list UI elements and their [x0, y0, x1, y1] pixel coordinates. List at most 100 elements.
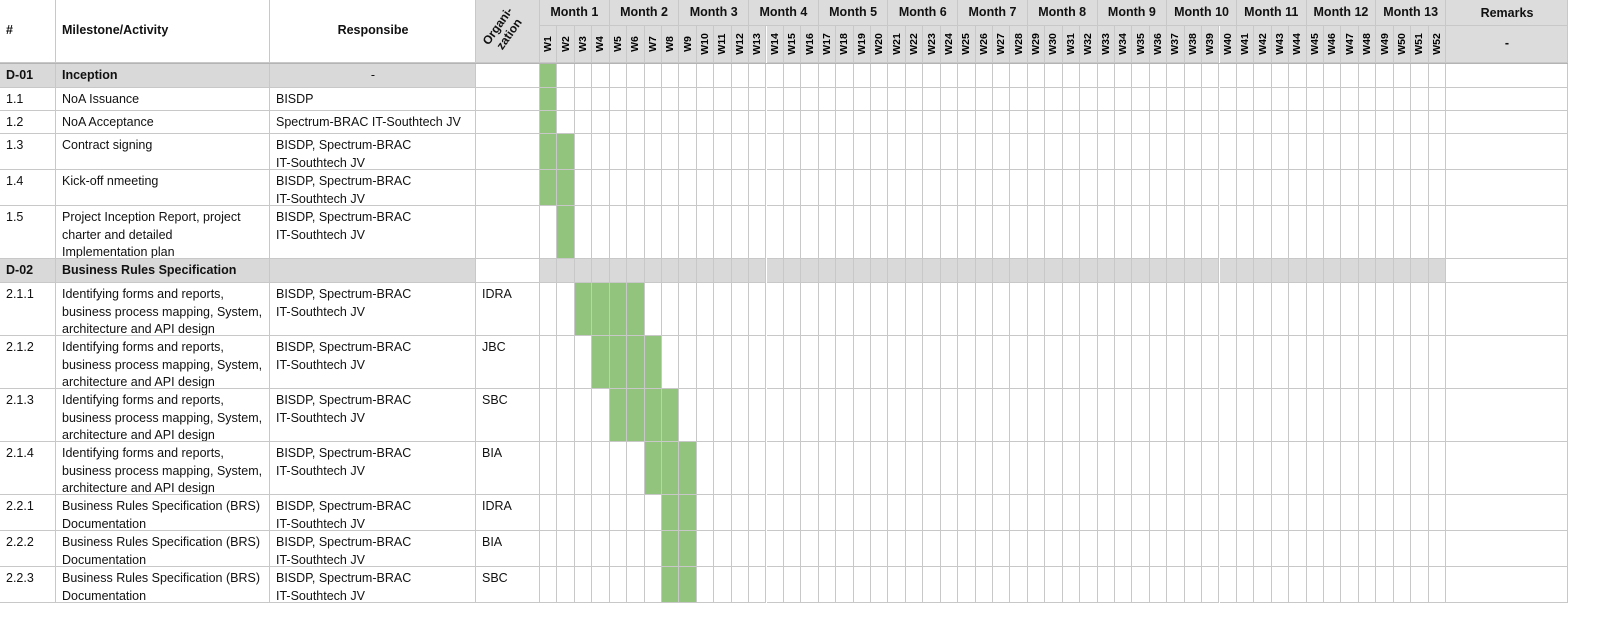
gantt-cell — [993, 259, 1011, 283]
section-row-num: D-02 — [0, 259, 56, 283]
table-row-activity: NoA Acceptance — [56, 111, 270, 134]
week-label: W7 — [646, 36, 659, 52]
gantt-cell — [888, 389, 906, 442]
gantt-cell — [1097, 111, 1115, 134]
gantt-cell — [1306, 170, 1325, 206]
gantt-cell — [853, 389, 872, 442]
month-header: Month 7 — [958, 0, 1028, 26]
gantt-cell — [1184, 206, 1203, 259]
gantt-cell — [1149, 283, 1168, 336]
week-label: W52 — [1430, 33, 1443, 55]
gantt-cell — [818, 111, 837, 134]
gantt-cell — [1428, 111, 1446, 134]
gantt-cell — [1045, 283, 1063, 336]
gantt-cell — [749, 531, 767, 567]
gantt-cell — [1062, 64, 1081, 88]
week-label: W33 — [1099, 33, 1112, 55]
gantt-cell — [1393, 389, 1412, 442]
gantt-cell — [1289, 531, 1307, 567]
gantt-cell — [975, 259, 993, 283]
gantt-cell — [696, 336, 715, 389]
gantt-cell — [1097, 259, 1115, 283]
gantt-cell — [1358, 111, 1377, 134]
gantt-cell — [1306, 88, 1325, 111]
week-label: W32 — [1082, 33, 1095, 55]
gantt-cell — [783, 389, 802, 442]
gantt-cell — [1393, 531, 1412, 567]
gantt-cell — [1271, 88, 1290, 111]
gantt-cell — [871, 336, 889, 389]
table-row-num: 2.2.3 — [0, 567, 56, 603]
gantt-cell — [958, 531, 976, 567]
gantt-cell — [1132, 259, 1150, 283]
gantt-cell — [801, 259, 819, 283]
gantt-cell — [1027, 111, 1046, 134]
gantt-cell — [714, 259, 732, 283]
gantt-cell — [1097, 283, 1115, 336]
gantt-cell — [853, 88, 872, 111]
week-header: W52 — [1428, 26, 1446, 63]
gantt-cell — [888, 206, 906, 259]
table-row-remarks — [1446, 134, 1568, 170]
gantt-cell — [940, 134, 959, 170]
week-label: W37 — [1169, 33, 1182, 55]
gantt-cell — [836, 567, 854, 603]
gantt-cell — [766, 134, 784, 170]
gantt-cell — [766, 442, 784, 495]
table-row-num: 2.1.2 — [0, 336, 56, 389]
table-row-activity: Identifying forms and reports, business … — [56, 389, 270, 442]
week-header: W9 — [679, 26, 697, 63]
table-row-responsible: Spectrum-BRAC IT-Southtech JV — [270, 111, 476, 134]
gantt-cell — [714, 442, 732, 495]
gantt-cell — [609, 134, 628, 170]
gantt-cell — [1097, 442, 1115, 495]
gantt-cell — [1376, 111, 1394, 134]
table-row-responsible: BISDP, Spectrum-BRAC IT-Southtech JV — [270, 134, 476, 170]
gantt-cell — [609, 531, 628, 567]
header-activity: Milestone/Activity — [56, 0, 270, 63]
gantt-cell — [1254, 442, 1272, 495]
gantt-cell — [1358, 283, 1377, 336]
week-header: W32 — [1080, 26, 1098, 63]
gantt-cell — [1132, 495, 1150, 531]
gantt-cell — [1027, 206, 1046, 259]
gantt-cell — [714, 336, 732, 389]
gantt-cell — [714, 134, 732, 170]
gantt-cell — [1045, 442, 1063, 495]
gantt-cell — [574, 206, 593, 259]
table-row-organization: BIA — [476, 442, 540, 495]
gantt-cell — [1027, 259, 1046, 283]
gantt-cell — [644, 567, 662, 603]
gantt-cell — [1114, 283, 1133, 336]
gantt-cell — [714, 567, 732, 603]
gantt-cell — [801, 283, 819, 336]
gantt-cell — [1149, 111, 1168, 134]
gantt-cell — [609, 259, 628, 283]
gantt-cell — [818, 170, 837, 206]
gantt-cell — [958, 259, 976, 283]
gantt-cell — [679, 111, 697, 134]
gantt-cell — [940, 283, 959, 336]
gantt-cell — [1062, 389, 1081, 442]
gantt-cell — [679, 283, 697, 336]
gantt-cell — [923, 259, 941, 283]
gantt-cell — [574, 170, 593, 206]
gantt-cell — [1411, 259, 1429, 283]
gantt-cell — [1184, 567, 1203, 603]
gantt-cell — [1132, 567, 1150, 603]
gantt-cell — [1428, 567, 1446, 603]
gantt-cell — [1358, 567, 1377, 603]
week-header: W30 — [1045, 26, 1063, 63]
gantt-cell — [1167, 389, 1185, 442]
gantt-cell — [557, 88, 575, 111]
gantt-cell — [888, 170, 906, 206]
table-row-num: 2.1.4 — [0, 442, 56, 495]
gantt-cell — [1376, 442, 1394, 495]
gantt-cell — [1097, 134, 1115, 170]
header-divider — [0, 63, 1568, 64]
month-header: Month 8 — [1027, 0, 1098, 26]
gantt-cell — [905, 336, 924, 389]
gantt-cell — [923, 389, 941, 442]
gantt-cell — [557, 336, 575, 389]
